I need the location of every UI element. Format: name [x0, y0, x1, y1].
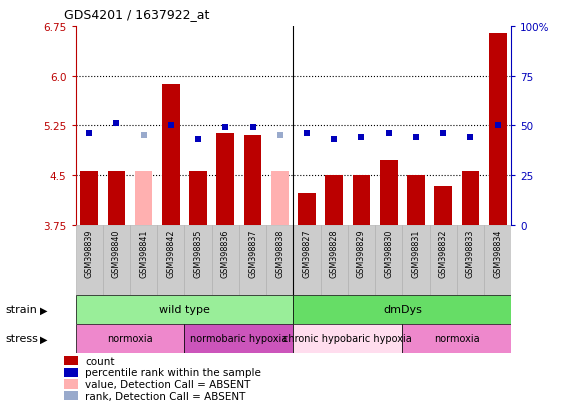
Text: GSM398840: GSM398840 — [112, 229, 121, 277]
Text: dmDys: dmDys — [383, 305, 422, 315]
Text: GSM398833: GSM398833 — [466, 229, 475, 277]
Text: GSM398831: GSM398831 — [411, 229, 421, 277]
Bar — [461, 171, 479, 225]
Text: GSM398835: GSM398835 — [193, 229, 203, 277]
Bar — [271, 171, 289, 225]
Bar — [353, 176, 370, 225]
Bar — [380, 161, 397, 225]
Bar — [435, 186, 452, 225]
Bar — [429, 225, 457, 295]
Bar — [80, 171, 98, 225]
Bar — [76, 295, 293, 324]
Text: normobaric hypoxia: normobaric hypoxia — [191, 334, 288, 344]
Text: GSM398830: GSM398830 — [384, 229, 393, 277]
Text: GSM398828: GSM398828 — [330, 229, 339, 277]
Bar — [76, 225, 103, 295]
Bar — [293, 324, 402, 353]
Text: rank, Detection Call = ABSENT: rank, Detection Call = ABSENT — [85, 391, 246, 401]
Bar — [243, 136, 261, 225]
Bar — [375, 225, 402, 295]
Text: percentile rank within the sample: percentile rank within the sample — [85, 368, 261, 377]
Bar — [293, 225, 321, 295]
Text: normoxia: normoxia — [434, 334, 480, 344]
Bar — [162, 84, 180, 225]
Text: count: count — [85, 356, 115, 366]
Text: GSM398838: GSM398838 — [275, 229, 284, 277]
Bar — [402, 324, 511, 353]
Text: GSM398842: GSM398842 — [166, 229, 175, 277]
Bar — [185, 324, 293, 353]
Bar — [293, 295, 511, 324]
Bar — [103, 225, 130, 295]
Text: stress: stress — [6, 334, 39, 344]
Text: ▶: ▶ — [40, 334, 47, 344]
Bar — [489, 33, 507, 225]
Bar — [239, 225, 266, 295]
Text: wild type: wild type — [159, 305, 210, 315]
Text: GSM398829: GSM398829 — [357, 229, 366, 277]
Bar — [107, 171, 125, 225]
Text: GSM398834: GSM398834 — [493, 229, 502, 277]
Text: GSM398832: GSM398832 — [439, 229, 448, 277]
Text: GSM398841: GSM398841 — [139, 229, 148, 277]
Text: ▶: ▶ — [40, 305, 47, 315]
Bar — [130, 225, 157, 295]
Text: strain: strain — [6, 305, 38, 315]
Text: normoxia: normoxia — [107, 334, 153, 344]
Bar — [217, 134, 234, 225]
Text: GSM398837: GSM398837 — [248, 229, 257, 277]
Text: GSM398836: GSM398836 — [221, 229, 230, 277]
Text: GDS4201 / 1637922_at: GDS4201 / 1637922_at — [64, 8, 209, 21]
Text: value, Detection Call = ABSENT: value, Detection Call = ABSENT — [85, 379, 251, 389]
Bar — [76, 324, 185, 353]
Bar — [457, 225, 484, 295]
Bar — [157, 225, 185, 295]
Text: GSM398827: GSM398827 — [303, 229, 311, 277]
Bar — [211, 225, 239, 295]
Bar — [189, 171, 207, 225]
Bar — [484, 225, 511, 295]
Bar — [298, 194, 316, 225]
Text: GSM398839: GSM398839 — [85, 229, 94, 277]
Bar — [185, 225, 211, 295]
Text: chronic hypobaric hypoxia: chronic hypobaric hypoxia — [284, 334, 413, 344]
Bar — [321, 225, 348, 295]
Bar — [325, 176, 343, 225]
Bar — [135, 171, 152, 225]
Bar — [348, 225, 375, 295]
Bar — [402, 225, 429, 295]
Bar — [266, 225, 293, 295]
Bar — [407, 176, 425, 225]
